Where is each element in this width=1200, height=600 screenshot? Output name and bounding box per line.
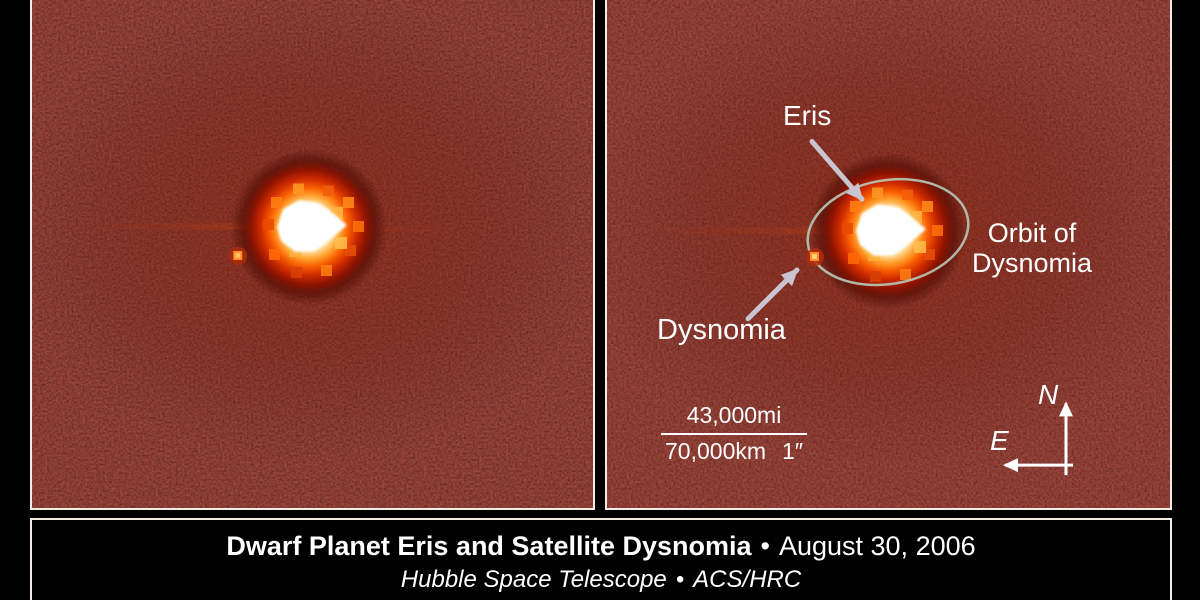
left-panel-image — [32, 0, 593, 508]
orbit-of-dysnomia-label: Orbit of Dysnomia — [959, 218, 1105, 278]
orbit-ellipse — [806, 177, 970, 287]
caption-line2: Hubble Space Telescope • ACS/HRC — [32, 566, 1170, 594]
star-dysnomia — [806, 248, 824, 266]
diffraction-streak-left — [61, 223, 270, 231]
caption-title: Dwarf Planet Eris and Satellite Dysnomia — [226, 531, 752, 561]
caption-line1: Dwarf Planet Eris and Satellite Dysnomia… — [32, 531, 1170, 562]
compass-east-label: E — [990, 425, 1009, 456]
right-panel-image — [607, 0, 1170, 508]
star-dysnomia — [229, 247, 248, 265]
scale-kilometers: 70,000km — [665, 438, 767, 464]
diffraction-streak-left — [627, 227, 842, 235]
scale-bar: 43,000mi 70,000km 1″ — [659, 402, 809, 465]
eris-label: Eris — [783, 100, 832, 131]
star-core — [277, 200, 347, 253]
dysnomia-label: Dysnomia — [657, 314, 786, 346]
diffraction-streak-right — [353, 226, 464, 233]
scale-bar-line — [661, 433, 807, 435]
caption-instrument: ACS/HRC — [693, 566, 802, 593]
caption-date: August 30, 2006 — [778, 531, 976, 561]
dysnomia-arrow — [745, 267, 800, 322]
caption-box: Dwarf Planet Eris and Satellite Dysnomia… — [30, 518, 1172, 600]
eris-arrow — [809, 138, 865, 202]
right-image-panel: Eris Orbit of Dysnomia Dysnomia 43,000mi… — [605, 0, 1172, 510]
star-core — [856, 204, 926, 256]
caption-telescope: Hubble Space Telescope — [400, 566, 667, 593]
left-image-panel — [30, 0, 595, 510]
scale-angular-size: 1″ — [782, 438, 803, 464]
compass-arrows — [1003, 401, 1073, 476]
scale-km-row: 70,000km 1″ — [659, 438, 809, 465]
scale-miles: 43,000mi — [686, 402, 782, 428]
orbit-label-line1: Orbit of — [987, 218, 1077, 248]
caption-separator2: • — [675, 566, 685, 593]
compass-north-label: N — [1038, 379, 1059, 410]
orbit-label-line2: Dysnomia — [971, 248, 1093, 278]
caption-separator: • — [760, 531, 770, 561]
